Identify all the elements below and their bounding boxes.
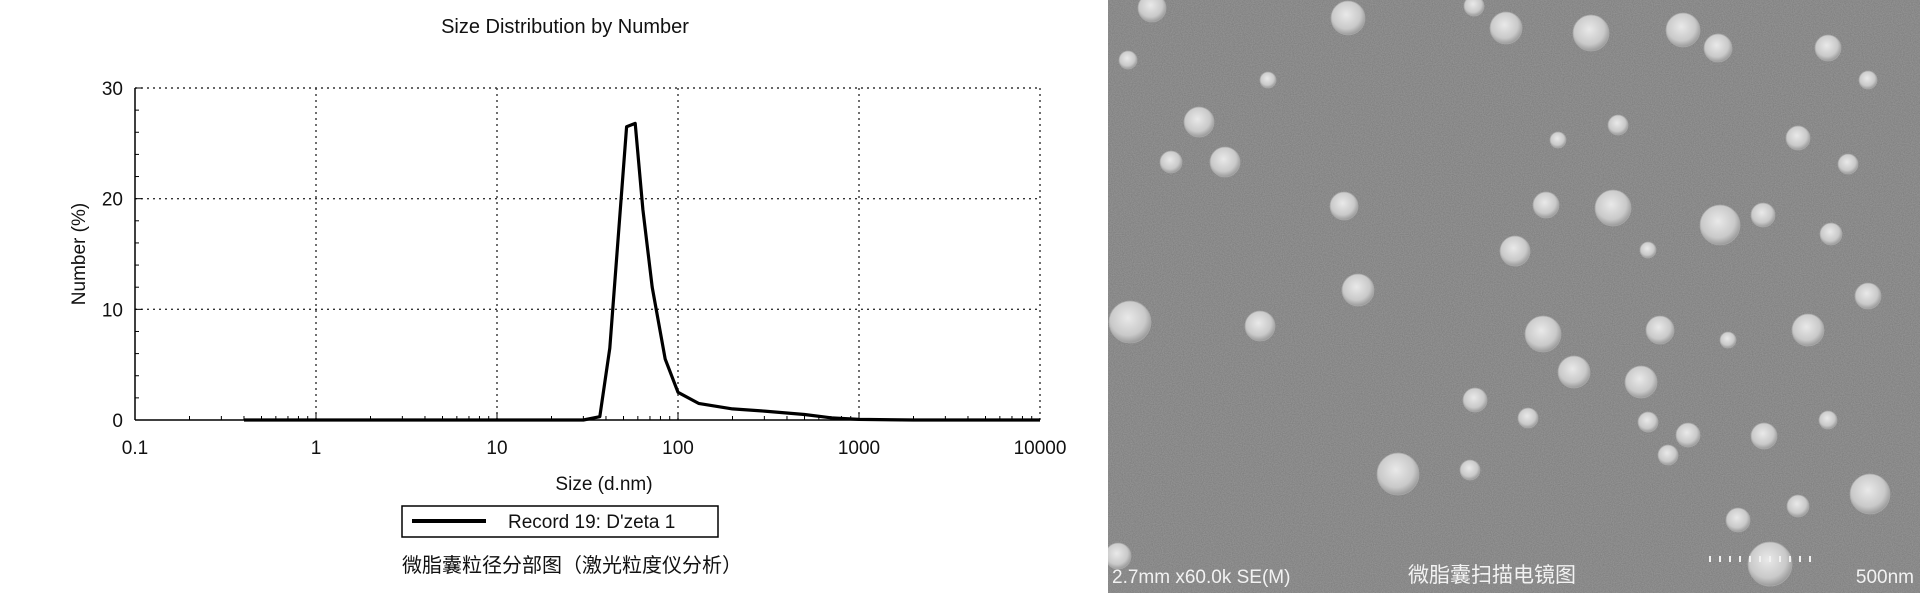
- particle: [1244, 310, 1276, 342]
- particle: [1463, 0, 1485, 17]
- particle: [1594, 189, 1632, 227]
- x-tick-label: 10: [486, 438, 507, 459]
- particle: [1459, 459, 1481, 481]
- particle: [1183, 106, 1215, 138]
- particle: [1517, 407, 1539, 429]
- particle: [1786, 494, 1810, 518]
- particle: [1750, 202, 1776, 228]
- particle: [1814, 34, 1842, 62]
- particle: [1657, 444, 1679, 466]
- particle: [1489, 11, 1523, 45]
- particle: [1725, 507, 1751, 533]
- sem-image: 2.7mm x60.0k SE(M) 微脂囊扫描电镜图 500nm: [1108, 0, 1920, 593]
- particle: [1341, 273, 1375, 307]
- particle: [1639, 241, 1657, 259]
- tick-layer: 0.1 1 10 100 1000 10000 0 10 20 30: [102, 79, 1067, 459]
- particle: [1819, 222, 1843, 246]
- particle: [1462, 387, 1488, 413]
- chart-title: Size Distribution by Number: [441, 16, 689, 38]
- chart-caption: 微脂囊粒径分部图（激光粒度仪分析）: [402, 553, 742, 577]
- particle: [1624, 365, 1658, 399]
- particle: [1118, 50, 1138, 70]
- particle: [1837, 153, 1859, 175]
- legend-entry: Record 19: D'zeta 1: [508, 512, 675, 533]
- sem-info-text: 2.7mm x60.0k SE(M): [1112, 567, 1291, 588]
- scale-bar-label: 500nm: [1855, 567, 1914, 588]
- particle: [1747, 541, 1793, 587]
- particle-layer: [1108, 0, 1891, 587]
- x-axis-label: Size (d.nm): [555, 474, 652, 495]
- sem-grain: [1108, 0, 1920, 593]
- particle: [1557, 355, 1591, 389]
- series-layer: [243, 121, 1041, 422]
- scale-bar: [1709, 556, 1811, 562]
- size-distribution-chart: Size Distribution by Number 0.1 1 10 100 100…: [69, 16, 1067, 577]
- sem-caption: 微脂囊扫描电镜图: [1408, 563, 1576, 587]
- particle: [1858, 70, 1878, 90]
- particle: [1159, 150, 1183, 174]
- particle: [1637, 411, 1659, 433]
- particle: [1524, 315, 1562, 353]
- particle: [1854, 282, 1882, 310]
- y-tick-label: 30: [102, 79, 123, 100]
- particle: [1849, 473, 1891, 515]
- particle: [1699, 204, 1741, 246]
- particle: [1703, 33, 1733, 63]
- particle: [1330, 0, 1366, 36]
- particle: [1645, 315, 1675, 345]
- particle: [1329, 191, 1359, 221]
- particle: [1259, 71, 1277, 89]
- particle: [1719, 331, 1737, 349]
- x-tick-label: 10000: [1014, 438, 1067, 459]
- chart-svg: Size Distribution by Number 0.1 1 10 100 100…: [69, 16, 1067, 577]
- particle: [1785, 125, 1811, 151]
- grid-layer: [135, 87, 1041, 420]
- particle: [1607, 114, 1629, 136]
- sem-texture: [1108, 0, 1920, 593]
- x-tick-label: 1000: [838, 438, 880, 459]
- particle: [1572, 14, 1610, 52]
- particle: [1675, 422, 1701, 448]
- particle: [1499, 235, 1531, 267]
- particle: [1818, 410, 1838, 430]
- y-tick-label: 0: [112, 411, 123, 432]
- x-tick-label: 100: [662, 438, 694, 459]
- particle: [1532, 191, 1560, 219]
- axes-layer: [134, 88, 1040, 421]
- legend: Record 19: D'zeta 1: [401, 505, 719, 538]
- particle: [1137, 0, 1167, 23]
- particle: [1750, 422, 1778, 450]
- particle: [1791, 313, 1825, 347]
- y-tick-label: 20: [102, 190, 123, 211]
- particle: [1209, 146, 1241, 178]
- y-axis-label: Number (%): [69, 203, 90, 305]
- particle: [1108, 300, 1152, 344]
- x-tick-label: 1: [311, 438, 322, 459]
- particle: [1376, 452, 1420, 496]
- particle: [1665, 12, 1701, 48]
- y-tick-label: 10: [102, 300, 123, 321]
- x-tick-label: 0.1: [122, 438, 148, 459]
- series-line: [244, 121, 1040, 422]
- particle: [1549, 131, 1567, 149]
- particle: [1108, 542, 1132, 570]
